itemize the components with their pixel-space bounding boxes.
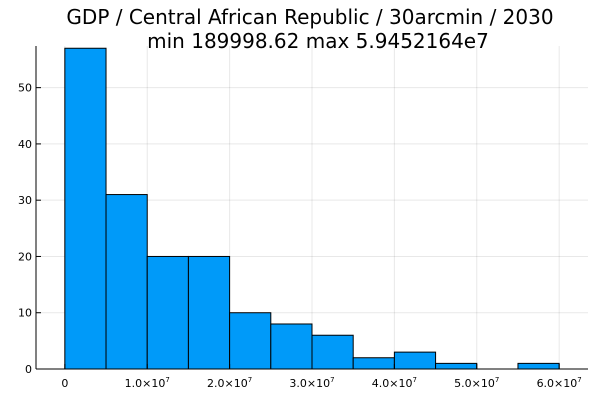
x-tick-label: 4.0×107 <box>372 376 417 390</box>
histogram-bar <box>229 312 272 370</box>
histogram-bar <box>146 255 189 370</box>
y-tick-label: 20 <box>18 250 32 263</box>
histogram-bar <box>187 255 231 370</box>
histogram-bar <box>105 194 148 370</box>
x-tick-label: 1.0×107 <box>125 376 170 390</box>
x-tick-label: 2.0×107 <box>207 376 252 390</box>
x-tick-label: 5.0×107 <box>454 376 499 390</box>
x-tick-label: 0 <box>61 377 68 390</box>
histogram-bar <box>393 351 437 370</box>
histogram-bar <box>517 362 560 370</box>
y-tick-label: 0 <box>25 363 32 376</box>
axes <box>35 46 588 370</box>
histogram-bar <box>435 362 478 370</box>
y-tick-label: 10 <box>18 307 32 320</box>
histogram-bar <box>352 357 395 370</box>
x-tick-label: 3.0×107 <box>289 376 334 390</box>
y-tick-label: 40 <box>18 138 32 151</box>
histogram-bar <box>311 334 354 370</box>
tick-labels: 0 10 20 30 40 50 0 1.0×107 2.0×107 3.0×107 4.0×107… <box>18 82 582 390</box>
x-tick-label: 6.0×107 <box>537 376 582 390</box>
histogram-bar <box>64 47 107 370</box>
chart-subtitle: min 189998.62 max 5.9452164e7 <box>147 29 489 53</box>
y-tick-label: 30 <box>18 194 32 207</box>
histogram-bar <box>270 323 313 370</box>
chart-title: GDP / Central African Republic / 30arcmi… <box>66 5 553 29</box>
y-tick-label: 50 <box>18 82 32 95</box>
bars <box>64 47 560 370</box>
